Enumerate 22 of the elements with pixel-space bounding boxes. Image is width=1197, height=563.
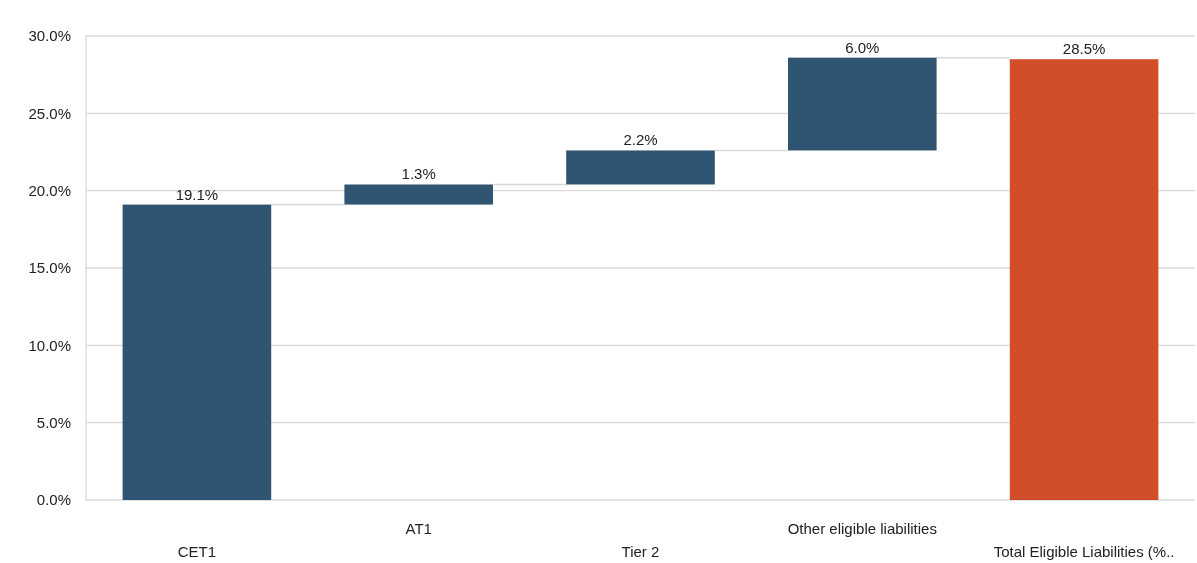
x-tick-label: Tier 2 — [621, 543, 660, 560]
bar — [788, 57, 937, 151]
x-tick-label: Total Eligible Liabilities (%.. — [993, 543, 1175, 560]
y-tick-label: 10.0% — [28, 336, 71, 354]
data-label: 19.1% — [175, 185, 219, 203]
data-label: 28.5% — [1062, 40, 1106, 58]
data-label: 2.2% — [623, 131, 658, 149]
bar — [122, 204, 272, 500]
y-tick-label: 25.0% — [28, 104, 71, 122]
x-tick-label: AT1 — [405, 520, 432, 537]
data-label: 1.3% — [401, 165, 436, 183]
y-tick-label: 15.0% — [28, 259, 71, 277]
y-tick-label: 20.0% — [28, 181, 71, 199]
x-tick-label: Other eligible liabilities — [787, 520, 937, 537]
bar — [344, 184, 493, 205]
bar — [1009, 59, 1159, 500]
bar — [566, 150, 715, 185]
x-tick-label: CET1 — [177, 543, 217, 560]
y-tick-label: 30.0% — [28, 27, 71, 45]
y-tick-label: 0.0% — [36, 491, 71, 509]
data-label: 6.0% — [845, 38, 880, 56]
y-tick-label: 5.0% — [36, 413, 71, 431]
